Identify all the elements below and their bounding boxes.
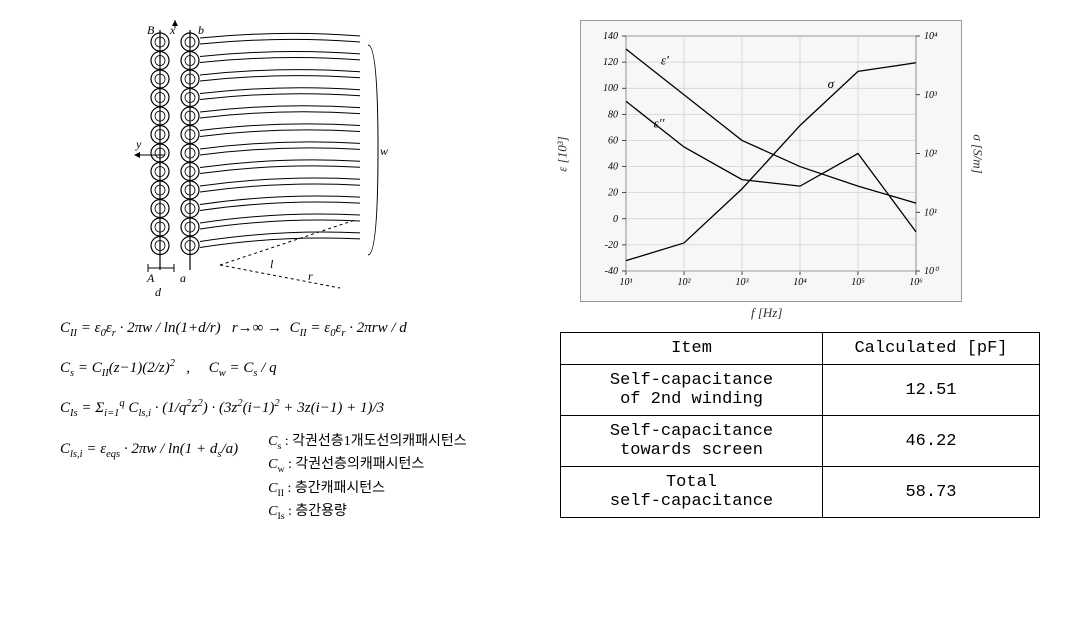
svg-text:B: B xyxy=(147,23,155,37)
cell-value: 12.51 xyxy=(823,365,1040,416)
svg-text:b: b xyxy=(198,23,204,37)
table-row: Self-capacitancetowards screen46.22 xyxy=(561,416,1040,467)
table-header-row: Item Calculated [pF] xyxy=(561,333,1040,365)
svg-text:ε'': ε'' xyxy=(654,115,665,130)
col-calc: Calculated [pF] xyxy=(823,333,1040,365)
y-left-label: ε [10³] xyxy=(555,136,571,171)
svg-text:d: d xyxy=(155,285,162,299)
svg-text:σ: σ xyxy=(828,76,835,91)
svg-text:40: 40 xyxy=(608,162,618,173)
permittivity-chart: 10¹ 10² 10³ 10⁴ 10⁵ 10⁶ -40 -20 0 20 40 60 80 100 120 1… xyxy=(580,20,962,302)
svg-text:10¹: 10¹ xyxy=(924,207,937,218)
col-item: Item xyxy=(561,333,823,365)
svg-text:10⁴: 10⁴ xyxy=(924,31,938,42)
y-right-label: σ [S/m] xyxy=(969,134,985,173)
equations-block: CII = ε0εr · 2πw / ln(1+d/r) r→∞ → CII =… xyxy=(60,310,500,528)
svg-text:y: y xyxy=(135,137,142,151)
svg-text:r: r xyxy=(308,269,313,283)
coil-diagram: x B b y A a d l r w xyxy=(110,20,390,300)
svg-text:0: 0 xyxy=(613,214,618,225)
legend-cw: 각권선층의캐패시턴스 xyxy=(295,457,424,472)
svg-text:10⁵: 10⁵ xyxy=(851,277,865,288)
x-axis-label: f [Hz] xyxy=(751,305,782,321)
svg-text:10²: 10² xyxy=(924,149,938,160)
capacitance-table: Item Calculated [pF] Self-capacitanceof … xyxy=(560,332,1040,518)
table-row: Totalself-capacitance58.73 xyxy=(561,467,1040,518)
cell-item: Self-capacitanceof 2nd winding xyxy=(561,365,823,416)
cell-item: Self-capacitancetowards screen xyxy=(561,416,823,467)
eq-clsi: Cls,i = εeqs · 2πw / ln(1 + ds/a) Cs : 각… xyxy=(60,431,500,525)
svg-text:a: a xyxy=(180,271,186,285)
svg-text:10⁰: 10⁰ xyxy=(924,266,940,277)
svg-text:10²: 10² xyxy=(678,277,692,288)
legend-cs: 각권선층1개도선의캐패시턴스 xyxy=(292,434,466,449)
svg-text:A: A xyxy=(146,271,155,285)
eq-cis: CIs = Σi=1q Cls,i · (1/q2z2) · (3z2(i−1)… xyxy=(60,390,500,426)
svg-text:10⁶: 10⁶ xyxy=(909,277,923,288)
svg-text:l: l xyxy=(270,257,274,271)
svg-text:10³: 10³ xyxy=(924,90,938,101)
svg-text:10¹: 10¹ xyxy=(620,277,633,288)
svg-text:20: 20 xyxy=(608,188,618,199)
legend-cii: 층간캐패시턴스 xyxy=(295,481,385,496)
symbol-legend: Cs : 각권선층1개도선의캐패시턴스 Cw : 각권선층의캐패시턴스 CII … xyxy=(268,431,467,525)
svg-text:100: 100 xyxy=(603,83,618,94)
svg-text:10³: 10³ xyxy=(736,277,750,288)
cell-value: 46.22 xyxy=(823,416,1040,467)
svg-text:80: 80 xyxy=(608,109,618,120)
svg-text:ε': ε' xyxy=(661,53,669,68)
svg-text:w: w xyxy=(380,144,388,158)
cell-item: Totalself-capacitance xyxy=(561,467,823,518)
legend-cis: 층간용량 xyxy=(295,504,347,519)
svg-text:x: x xyxy=(169,23,176,37)
svg-text:120: 120 xyxy=(603,57,618,68)
cell-value: 58.73 xyxy=(823,467,1040,518)
eq-cii: CII = ε0εr · 2πw / ln(1+d/r) r→∞ → CII =… xyxy=(60,310,500,346)
svg-text:60: 60 xyxy=(608,135,618,146)
svg-text:140: 140 xyxy=(603,31,618,42)
svg-text:-40: -40 xyxy=(605,266,618,277)
svg-text:-20: -20 xyxy=(605,240,618,251)
svg-text:10⁴: 10⁴ xyxy=(793,277,807,288)
eq-cs-cw: Cs = CII(z−1)(2/z)2 , Cw = Cs / q xyxy=(60,350,500,386)
table-row: Self-capacitanceof 2nd winding12.51 xyxy=(561,365,1040,416)
